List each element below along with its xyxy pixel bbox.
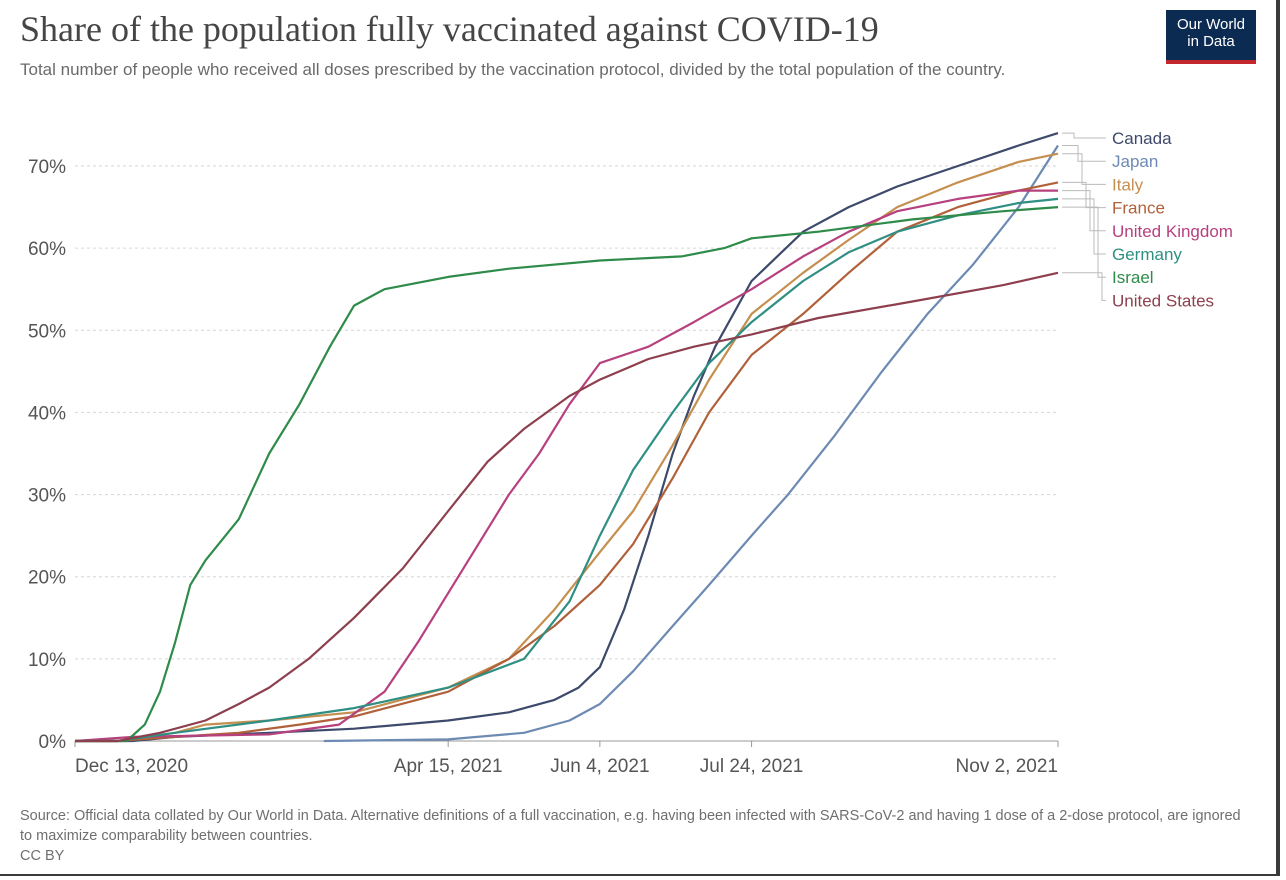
legend-label-united-states: United States — [1112, 291, 1214, 310]
legend-connector — [1062, 206, 1106, 278]
owid-logo[interactable]: Our World in Data — [1166, 10, 1256, 64]
legend-label-italy: Italy — [1112, 175, 1144, 194]
legend-connector — [1062, 153, 1106, 185]
legend-label-israel: Israel — [1112, 268, 1154, 287]
series-line-germany — [75, 197, 1059, 743]
source-text: Source: Official data collated by Our Wo… — [20, 808, 1241, 844]
legend-connector — [1062, 190, 1106, 232]
license-text: CC BY — [20, 848, 65, 864]
x-axis: Dec 13, 2020 Apr 15, 2021 Jun 4, 2021 Jul 2… — [74, 740, 1059, 777]
chart-subtitle: Total number of people who received all … — [20, 60, 1006, 79]
y-tick-label: 0% — [39, 732, 67, 753]
series-line-united-states — [75, 271, 1059, 743]
y-tick-label: 10% — [28, 650, 66, 671]
legend-label-germany: Germany — [1112, 245, 1182, 264]
series-line-canada — [75, 132, 1059, 743]
legend-connector — [1062, 132, 1106, 139]
x-tick-label: Dec 13, 2020 — [75, 756, 188, 777]
chart-title: Share of the population fully vaccinated… — [20, 9, 879, 49]
legend-label-united-kingdom: United Kingdom — [1112, 222, 1233, 241]
legend-label-canada: Canada — [1112, 129, 1172, 148]
y-tick-label: 60% — [28, 239, 66, 260]
series-line-italy — [75, 152, 1059, 743]
legend-connector — [1062, 198, 1106, 255]
logo-line-1: Our World — [1176, 16, 1246, 33]
x-tick-label: Apr 15, 2021 — [394, 756, 503, 777]
line-chart: 0% 10% 20% 30% 40% 50% 60% 70% Dec 13, 2020 Apr … — [28, 129, 1233, 777]
y-tick-label: 40% — [28, 403, 66, 424]
series-lines — [74, 132, 1059, 743]
x-tick-label: Nov 2, 2021 — [956, 756, 1058, 777]
series-line-israel — [75, 206, 1059, 743]
series-line-japan — [323, 144, 1059, 743]
y-tick-label: 20% — [28, 568, 66, 589]
x-tick-label: Jul 24, 2021 — [700, 756, 804, 777]
logo-line-2: in Data — [1187, 33, 1235, 50]
legend-label-france: France — [1112, 199, 1165, 218]
y-tick-label: 30% — [28, 486, 66, 507]
y-axis-ticks: 0% 10% 20% 30% 40% 50% 60% 70% — [28, 157, 66, 753]
legend-connector — [1062, 181, 1106, 209]
series-line-united-kingdom — [74, 189, 1058, 743]
legend-label-japan: Japan — [1112, 152, 1158, 171]
y-tick-label: 70% — [28, 157, 66, 178]
y-tick-label: 50% — [28, 321, 66, 342]
series-line-france — [75, 181, 1059, 743]
legend-connector — [1062, 272, 1106, 301]
legend: Canada Japan Italy France United Kingdom Germ… — [1062, 129, 1233, 310]
x-tick-label: Jun 4, 2021 — [550, 756, 649, 777]
gridlines — [75, 165, 1058, 660]
source-note: Source: Official data collated by Our Wo… — [20, 806, 1250, 866]
